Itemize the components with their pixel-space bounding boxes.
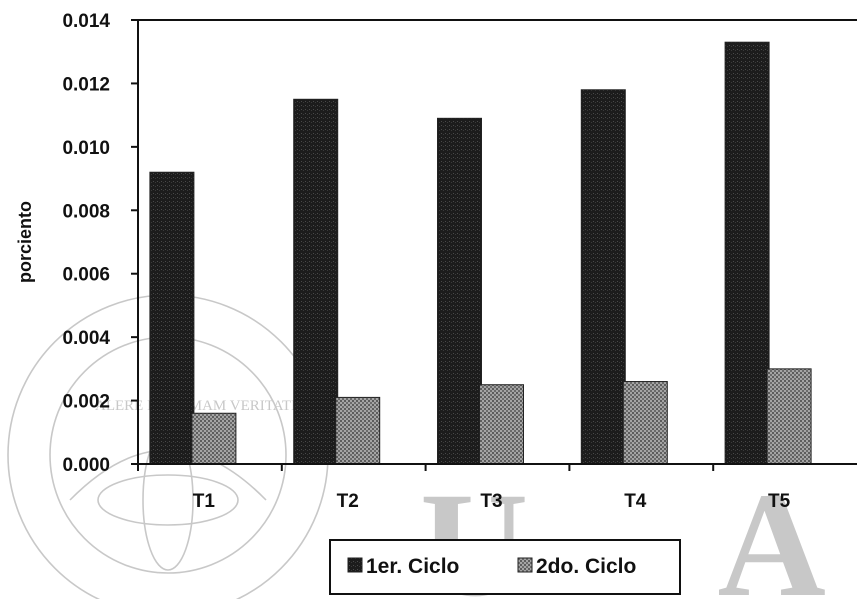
x-tick-label: T2	[337, 491, 359, 512]
bar-1er-ciclo-t2	[293, 98, 339, 465]
bar-2do-ciclo-t2	[335, 396, 381, 465]
y-tick-label: 0.002	[62, 392, 110, 413]
bar-2do-ciclo-t5	[766, 368, 812, 465]
y-tick-label: 0.000	[62, 455, 110, 476]
bar-1er-ciclo-t4	[580, 89, 626, 465]
y-tick-label: 0.010	[62, 138, 110, 159]
legend-label: 2do. Ciclo	[536, 555, 636, 578]
y-axis-title: porciento	[15, 201, 35, 283]
legend-label: 1er. Ciclo	[366, 555, 459, 578]
bar-1er-ciclo-t5	[724, 41, 770, 465]
y-tick-label: 0.008	[62, 201, 110, 222]
plot-area	[138, 19, 857, 465]
bar-2do-ciclo-t4	[622, 381, 668, 465]
bar-1er-ciclo-t3	[437, 117, 482, 465]
bar-2do-ciclo-t3	[479, 384, 524, 465]
y-tick-label: 0.014	[62, 11, 110, 32]
legend-box	[329, 539, 681, 595]
watermark-seal-text: ALERE FLAMMAM VERITATIS	[95, 398, 304, 414]
x-tick-label: T5	[768, 491, 791, 512]
y-tick-label: 0.012	[62, 74, 110, 95]
y-tick-label: 0.006	[62, 265, 110, 286]
legend-swatch	[347, 557, 363, 573]
x-axis: T1 T2 T3 T4 T5	[137, 463, 857, 512]
x-tick-label: T3	[480, 491, 502, 512]
legend: 1er. Ciclo 2do. Ciclo	[329, 539, 681, 595]
legend-swatch	[517, 557, 533, 573]
y-tick-label: 0.004	[62, 328, 110, 349]
y-axis: 0.000 0.002 0.004 0.006 0.008 0.010 0.012 0.014	[62, 11, 139, 476]
bar-2do-ciclo-t1	[191, 412, 237, 465]
x-tick-label: T4	[624, 491, 647, 512]
x-tick-label: T1	[193, 491, 216, 512]
bar-1er-ciclo-t1	[149, 171, 195, 465]
